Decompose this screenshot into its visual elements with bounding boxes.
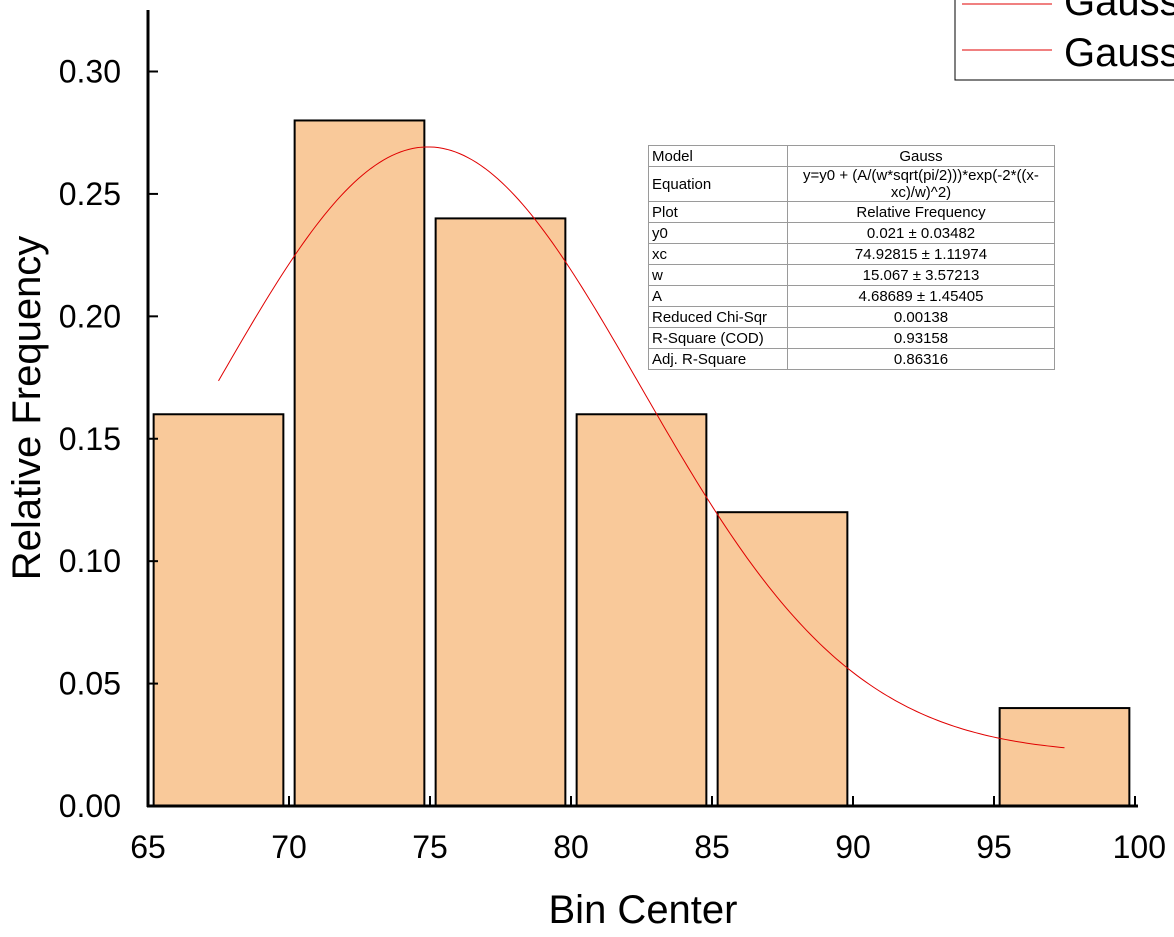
legend-label-1: Gauss: [1064, 0, 1174, 24]
fit-row-key: Reduced Chi-Sqr: [648, 306, 788, 328]
fit-row-value: 15.067 ± 3.57213: [787, 264, 1055, 286]
fit-row-value: 74.92815 ± 1.11974: [787, 243, 1055, 265]
fit-row-r-square-cod: R-Square (COD) 0.93158: [648, 327, 1055, 349]
fit-row-key: A: [648, 285, 788, 307]
fit-row-plot: Plot Relative Frequency: [648, 201, 1055, 223]
bar-77.5: [434, 217, 567, 807]
x-tick-label: 65: [130, 829, 166, 865]
y-axis-title: Relative Frequency: [5, 236, 49, 581]
bars-group: [152, 119, 1131, 807]
x-tick-label: 90: [835, 829, 871, 865]
bar-87.5: [716, 511, 849, 807]
legend: Gauss Gauss: [954, 0, 1174, 81]
fit-row-value: Relative Frequency: [787, 201, 1055, 223]
fit-row-key: y0: [648, 222, 788, 244]
x-ticks-group: 65 70 75 80 85 90 95 100: [130, 796, 1166, 865]
fit-row-value: 0.86316: [787, 348, 1055, 370]
fit-row-key: Plot: [648, 201, 788, 223]
bar-72.5: [293, 119, 426, 807]
bar-82.5: [575, 413, 708, 807]
x-tick-label: 70: [271, 829, 307, 865]
fit-row-xc: xc 74.92815 ± 1.11974: [648, 243, 1055, 265]
x-tick-label: 100: [1113, 829, 1166, 865]
fit-row-adj-r-square: Adj. R-Square 0.86316: [648, 348, 1055, 370]
y-tick-label: 0.10: [59, 543, 121, 579]
gauss-fit-curve: [218, 146, 1065, 749]
fit-row-value: y=y0 + (A/(w*sqrt(pi/2)))*exp(-2*((x-xc)…: [787, 166, 1055, 202]
y-ticks-group: 0.00 0.05 0.10 0.15 0.20 0.25 0.30: [59, 54, 158, 824]
y-tick-label: 0.15: [59, 421, 121, 457]
x-axis-title: Bin Center: [549, 888, 738, 932]
x-tick-label: 75: [412, 829, 448, 865]
y-tick-label: 0.30: [59, 54, 121, 90]
bar-97.5: [998, 707, 1131, 807]
bar-67.5: [152, 413, 285, 807]
fit-row-equation: Equation y=y0 + (A/(w*sqrt(pi/2)))*exp(-2…: [648, 166, 1055, 202]
fit-results-body: Model Gauss Equation y=y0 + (A/(w*sqrt(pi/2…: [648, 145, 1055, 370]
fit-row-value: 4.68689 ± 1.45405: [787, 285, 1055, 307]
fit-row-key: w: [648, 264, 788, 286]
x-tick-label: 95: [976, 829, 1012, 865]
fit-row-y0: y0 0.021 ± 0.03482: [648, 222, 1055, 244]
fit-results-table: Model Gauss Equation y=y0 + (A/(w*sqrt(pi/2…: [648, 145, 1055, 370]
fit-row-value: Gauss: [787, 145, 1055, 167]
legend-label-2: Gauss: [1064, 31, 1174, 75]
fit-row-value: 0.00138: [787, 306, 1055, 328]
x-tick-label: 85: [694, 829, 730, 865]
x-tick-label: 80: [553, 829, 589, 865]
fit-row-value: 0.021 ± 0.03482: [787, 222, 1055, 244]
fit-row-key: Equation: [648, 166, 788, 202]
y-tick-label: 0.05: [59, 666, 121, 702]
fit-row-reduced-chi-sqr: Reduced Chi-Sqr 0.00138: [648, 306, 1055, 328]
fit-row-key: R-Square (COD): [648, 327, 788, 349]
legend-box: [954, 0, 1174, 81]
y-tick-label: 0.25: [59, 176, 121, 212]
fit-row-a: A 4.68689 ± 1.45405: [648, 285, 1055, 307]
fit-row-value: 0.93158: [787, 327, 1055, 349]
fit-row-key: xc: [648, 243, 788, 265]
fit-row-model: Model Gauss: [648, 145, 1055, 167]
y-tick-label: 0.00: [59, 788, 121, 824]
y-tick-label: 0.20: [59, 298, 121, 334]
fit-row-key: Model: [648, 145, 788, 167]
fit-row-w: w 15.067 ± 3.57213: [648, 264, 1055, 286]
fit-row-key: Adj. R-Square: [648, 348, 788, 370]
